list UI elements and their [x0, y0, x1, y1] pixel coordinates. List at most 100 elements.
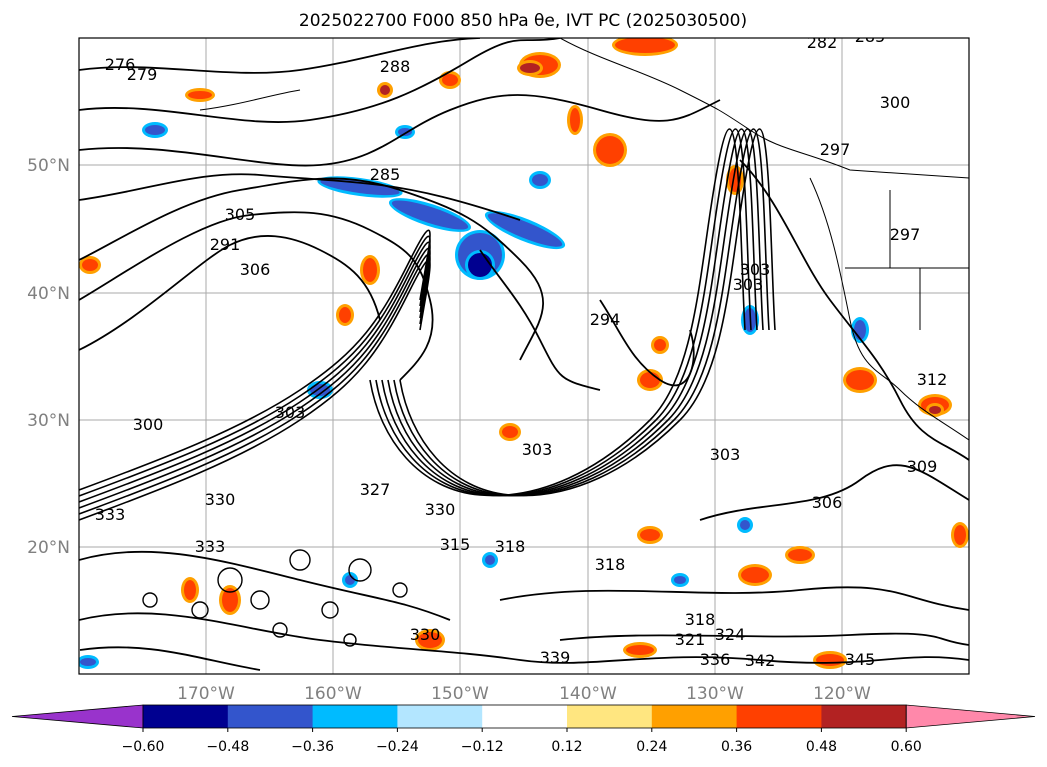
ivt-blob — [502, 426, 518, 438]
colorbar-tick-label: −0.60 — [122, 739, 165, 755]
ivt-blob — [310, 384, 330, 396]
contour-closed — [321, 601, 339, 619]
lon-label: 150°W — [431, 684, 489, 704]
contour-line — [79, 173, 521, 221]
colorbar-tick-label: 0.12 — [551, 739, 582, 755]
map-title: 2025022700 F000 850 hPa θe, IVT PC (2025… — [299, 11, 747, 31]
colorbar-segment — [397, 705, 483, 728]
colorbar-tick-label: −0.12 — [461, 739, 504, 755]
colorbar-tick-label: −0.36 — [291, 739, 334, 755]
contour-label: 342 — [745, 651, 776, 670]
lon-labels: 170°W 160°W 150°W 140°W 130°W 120°W — [177, 684, 871, 704]
ivt-blob — [487, 213, 563, 247]
lat-label: 50°N — [27, 156, 70, 176]
ivt-blob — [320, 178, 400, 196]
contour-line — [479, 249, 601, 391]
contour-line — [387, 128, 764, 497]
contour-closed — [142, 592, 158, 608]
contour-label: 300 — [880, 93, 911, 112]
contour-label: 285 — [370, 165, 401, 184]
contour-label: 327 — [360, 480, 391, 499]
ivt-blob — [345, 575, 355, 585]
contour-label: 294 — [590, 310, 621, 329]
ivt-blob — [391, 200, 469, 230]
contour-line — [79, 646, 261, 671]
contour-line — [79, 211, 434, 381]
ivt-blob — [740, 520, 750, 530]
ivt-blob — [788, 549, 812, 561]
ivt-blob — [954, 525, 966, 545]
contour-label: 276 — [105, 55, 136, 74]
contour-line — [499, 586, 969, 611]
contour-label: 318 — [685, 610, 716, 629]
lon-label: 170°W — [177, 684, 235, 704]
contour-label: 333 — [95, 505, 126, 524]
colorbar-segment — [482, 705, 568, 728]
contour-label: 309 — [907, 457, 938, 476]
contour-closed — [343, 633, 357, 647]
lat-label: 20°N — [27, 538, 70, 558]
ivt-blob — [339, 307, 351, 323]
colorbar-segment — [312, 705, 398, 728]
contour-closed — [289, 549, 311, 571]
colorbar-tick-label: 0.24 — [636, 739, 667, 755]
contour-label: 303 — [740, 260, 771, 279]
contour-line — [79, 94, 721, 167]
ivt-blob — [468, 253, 492, 277]
contour-label: 297 — [890, 225, 921, 244]
state-borders — [845, 190, 969, 330]
colorbar — [11, 704, 1036, 729]
contour-label: 288 — [380, 57, 411, 76]
colorbar-extend-low — [11, 704, 144, 729]
lat-label: 30°N — [27, 411, 70, 431]
contour-label: 339 — [540, 648, 571, 667]
ivt-blob — [640, 529, 660, 541]
contour-closed — [191, 601, 209, 619]
ivt-blob — [222, 588, 238, 612]
ivt-blob — [82, 259, 98, 271]
contour-line — [79, 235, 431, 497]
ivt-pc-shading — [79, 38, 969, 669]
lat-labels: 50°N 40°N 30°N 20°N — [27, 156, 70, 558]
contour-label: 303 — [275, 403, 306, 422]
contour-label: 282 — [807, 33, 838, 52]
contour-label: 321 — [675, 630, 706, 649]
contour-label: 345 — [845, 650, 876, 669]
colorbar-segment — [143, 705, 229, 728]
contour-line — [79, 177, 544, 361]
ivt-blob — [380, 85, 390, 95]
map-background — [79, 38, 969, 674]
contour-label: 291 — [210, 235, 241, 254]
contour-closed — [250, 590, 270, 610]
contour-line — [79, 550, 451, 621]
colorbar-outline — [142, 704, 907, 729]
contour-label: 306 — [240, 260, 271, 279]
contour-line — [79, 235, 381, 351]
contour-line — [739, 159, 969, 461]
contour-label: 333 — [195, 537, 226, 556]
ivt-blob — [520, 63, 540, 73]
ivt-blob — [184, 580, 196, 600]
coastline-us-west — [809, 177, 969, 441]
colorbar-extend-high — [905, 704, 1036, 729]
lon-label: 120°W — [813, 684, 871, 704]
ivt-blob — [816, 654, 844, 666]
coastline — [199, 38, 969, 441]
ivt-blob — [674, 576, 686, 584]
contour-label: 330 — [205, 490, 236, 509]
contour-line — [79, 229, 431, 491]
coastline-aleutians — [199, 89, 301, 111]
colorbar-segment — [821, 705, 907, 728]
ivt-blob — [615, 38, 675, 53]
contour-line — [79, 259, 431, 521]
contour-label: 315 — [440, 535, 471, 554]
map-border — [78, 37, 970, 675]
contour-closed — [392, 582, 408, 598]
contour-line — [79, 612, 969, 664]
coastline-alaska-canada — [559, 38, 969, 179]
contour-closed — [348, 558, 372, 582]
contour-closed — [272, 622, 288, 638]
ivt-blob — [854, 320, 866, 340]
contour-label: 330 — [425, 500, 456, 519]
